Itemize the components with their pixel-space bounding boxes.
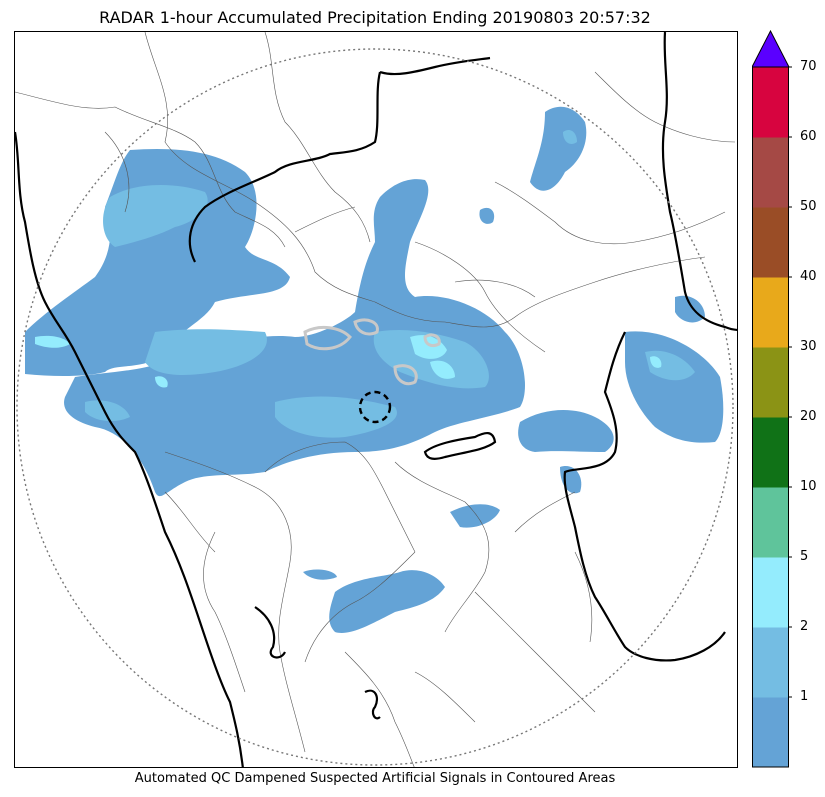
colorbar-outline xyxy=(752,66,789,768)
precip-region-south xyxy=(329,570,445,633)
precip-light xyxy=(25,106,724,633)
qc-contour-3 xyxy=(393,364,418,386)
colorbar-bin-5 xyxy=(752,347,789,418)
colorbar-bin-3 xyxy=(752,487,789,558)
precip-region-central xyxy=(64,179,526,497)
colorbar-extend-triangle xyxy=(752,30,790,68)
range-ring xyxy=(16,48,734,766)
qc-contours xyxy=(303,318,441,386)
coastline-west xyxy=(15,131,244,767)
border-north-1 xyxy=(188,71,382,263)
colorbar-tick-label: 20 xyxy=(800,409,817,424)
colorbar-bin-8 xyxy=(752,137,789,208)
precip-heavy-4 xyxy=(650,356,662,368)
qc-contour-2 xyxy=(353,318,379,336)
colorbar-tick-label: 40 xyxy=(800,269,817,284)
colorbar-tick-label: 10 xyxy=(800,479,817,494)
border-island-1 xyxy=(254,606,286,659)
precip-region-north xyxy=(530,106,587,191)
colorbar-tick-label: 5 xyxy=(800,549,809,564)
qc-contour-1 xyxy=(303,325,352,351)
colorbar-tick-label: 30 xyxy=(800,339,817,354)
border-north-2 xyxy=(379,56,491,76)
precip-region-southeast xyxy=(518,410,614,452)
colorbar-bin-7 xyxy=(752,207,789,278)
qc-contour-4 xyxy=(423,333,441,348)
precip-medium-6 xyxy=(85,400,130,422)
colorbar-tick-label: 1 xyxy=(800,689,809,704)
colorbar-tick-label: 2 xyxy=(800,619,809,634)
radar-location-marker xyxy=(358,390,392,424)
colorbar-tick-label: 50 xyxy=(800,199,817,214)
colorbar-bin-2 xyxy=(752,557,789,628)
precip-spot-2 xyxy=(675,295,705,323)
colorbar-bin-4 xyxy=(752,417,789,488)
map-canvas xyxy=(15,32,737,767)
precip-region-east xyxy=(625,331,724,443)
precip-heavy-2 xyxy=(430,360,455,379)
chart-title: RADAR 1-hour Accumulated Precipitation E… xyxy=(99,8,651,27)
colorbar-bin-6 xyxy=(752,277,789,348)
major-borders xyxy=(15,32,737,767)
border-island-2 xyxy=(364,689,381,720)
precip-medium-7 xyxy=(563,130,577,144)
precip-heavy-3 xyxy=(35,335,70,348)
precip-medium-4 xyxy=(373,330,489,389)
radar-map[interactable] xyxy=(14,31,738,768)
precip-spot-1 xyxy=(479,207,495,224)
figure-caption: Automated QC Dampened Suspected Artifici… xyxy=(134,771,616,786)
colorbar xyxy=(752,30,792,770)
precip-spot-5 xyxy=(303,569,337,580)
precip-heavy-5 xyxy=(155,376,168,388)
colorbar-bin-1 xyxy=(752,627,789,698)
precip-heavy-1 xyxy=(410,335,447,359)
precip-medium-2 xyxy=(145,329,267,375)
precip-heavy xyxy=(35,335,662,388)
precip-spot-4 xyxy=(450,504,500,528)
colorbar-tick-label: 70 xyxy=(800,59,817,74)
precip-medium-3 xyxy=(275,396,397,438)
minor-borders xyxy=(15,32,736,767)
border-enclave xyxy=(423,432,497,460)
colorbar-bin-9 xyxy=(752,67,789,138)
border-northeast xyxy=(661,32,737,332)
colorbar-canvas xyxy=(752,30,792,768)
border-east xyxy=(563,331,726,662)
precip-region-west xyxy=(25,149,290,377)
colorbar-bin-0 xyxy=(752,697,789,768)
precip-medium-1 xyxy=(103,185,208,247)
colorbar-tick-label: 60 xyxy=(800,129,817,144)
